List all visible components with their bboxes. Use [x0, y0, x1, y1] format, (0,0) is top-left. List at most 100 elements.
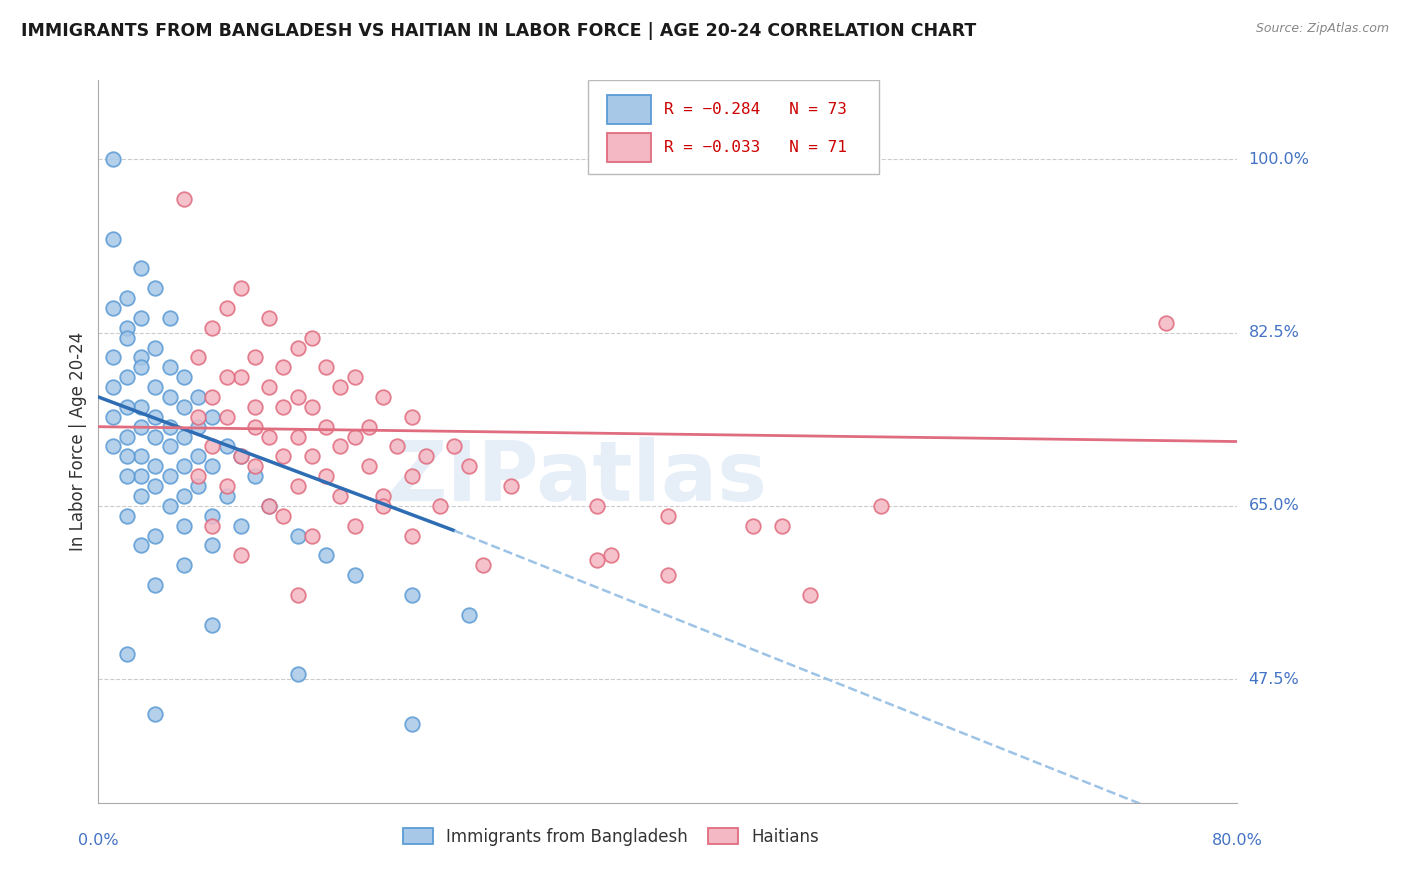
- Text: ZIPatlas: ZIPatlas: [387, 437, 768, 518]
- Point: [229, 450, 252, 464]
- Point: [173, 429, 195, 443]
- Point: [401, 409, 423, 424]
- Point: [401, 528, 423, 542]
- Point: [101, 351, 124, 365]
- Point: [259, 499, 281, 513]
- Point: [600, 549, 623, 563]
- Point: [173, 192, 195, 206]
- Point: [159, 390, 181, 404]
- Point: [287, 429, 309, 443]
- Point: [329, 440, 352, 454]
- Point: [301, 450, 323, 464]
- Point: [173, 459, 195, 474]
- Point: [129, 450, 152, 464]
- Point: [215, 440, 238, 454]
- Point: [145, 281, 167, 295]
- Point: [401, 469, 423, 483]
- Point: [115, 450, 138, 464]
- Point: [387, 440, 409, 454]
- Point: [229, 549, 252, 563]
- Point: [273, 450, 295, 464]
- Point: [243, 351, 266, 365]
- Point: [243, 419, 266, 434]
- Point: [259, 499, 281, 513]
- Bar: [607, 133, 651, 162]
- Bar: [607, 95, 651, 124]
- Point: [287, 341, 309, 355]
- Text: 0.0%: 0.0%: [79, 833, 118, 848]
- Point: [315, 549, 337, 563]
- Point: [159, 499, 181, 513]
- Point: [187, 351, 209, 365]
- Point: [115, 400, 138, 414]
- Point: [145, 459, 167, 474]
- Point: [373, 390, 395, 404]
- Point: [115, 291, 138, 305]
- Point: [145, 479, 167, 493]
- Point: [287, 667, 309, 681]
- Text: 47.5%: 47.5%: [1249, 672, 1299, 687]
- Point: [101, 440, 124, 454]
- Point: [145, 706, 167, 721]
- Point: [471, 558, 494, 573]
- Point: [129, 400, 152, 414]
- Point: [145, 341, 167, 355]
- Point: [187, 419, 209, 434]
- Point: [101, 301, 124, 315]
- Text: Source: ZipAtlas.com: Source: ZipAtlas.com: [1256, 22, 1389, 36]
- Point: [343, 518, 366, 533]
- Point: [287, 588, 309, 602]
- Point: [115, 648, 138, 662]
- Point: [129, 489, 152, 503]
- Point: [229, 370, 252, 384]
- Point: [373, 489, 395, 503]
- Point: [201, 539, 224, 553]
- Point: [343, 568, 366, 582]
- Point: [315, 419, 337, 434]
- Point: [657, 508, 679, 523]
- Point: [373, 499, 395, 513]
- Point: [329, 489, 352, 503]
- Text: R = −0.284   N = 73: R = −0.284 N = 73: [665, 102, 848, 117]
- Point: [215, 370, 238, 384]
- FancyBboxPatch shape: [588, 80, 879, 174]
- Point: [215, 301, 238, 315]
- Point: [229, 518, 252, 533]
- Point: [273, 360, 295, 375]
- Point: [201, 390, 224, 404]
- Point: [187, 409, 209, 424]
- Point: [343, 370, 366, 384]
- Point: [229, 281, 252, 295]
- Point: [401, 716, 423, 731]
- Point: [287, 479, 309, 493]
- Point: [173, 400, 195, 414]
- Point: [145, 578, 167, 592]
- Point: [215, 489, 238, 503]
- Point: [585, 499, 607, 513]
- Point: [159, 310, 181, 325]
- Point: [187, 479, 209, 493]
- Point: [229, 450, 252, 464]
- Text: R = −0.033   N = 71: R = −0.033 N = 71: [665, 140, 848, 155]
- Point: [301, 528, 323, 542]
- Point: [301, 330, 323, 344]
- Point: [585, 553, 607, 567]
- Legend: Immigrants from Bangladesh, Haitians: Immigrants from Bangladesh, Haitians: [396, 821, 825, 852]
- Point: [173, 558, 195, 573]
- Point: [415, 450, 437, 464]
- Point: [287, 390, 309, 404]
- Point: [343, 429, 366, 443]
- Y-axis label: In Labor Force | Age 20-24: In Labor Force | Age 20-24: [69, 332, 87, 551]
- Point: [187, 390, 209, 404]
- Point: [101, 409, 124, 424]
- Point: [145, 528, 167, 542]
- Point: [457, 459, 479, 474]
- Text: 100.0%: 100.0%: [1249, 152, 1309, 167]
- Point: [457, 607, 479, 622]
- Point: [501, 479, 523, 493]
- Point: [187, 469, 209, 483]
- Point: [657, 568, 679, 582]
- Point: [115, 508, 138, 523]
- Point: [129, 360, 152, 375]
- Text: 65.0%: 65.0%: [1249, 499, 1299, 514]
